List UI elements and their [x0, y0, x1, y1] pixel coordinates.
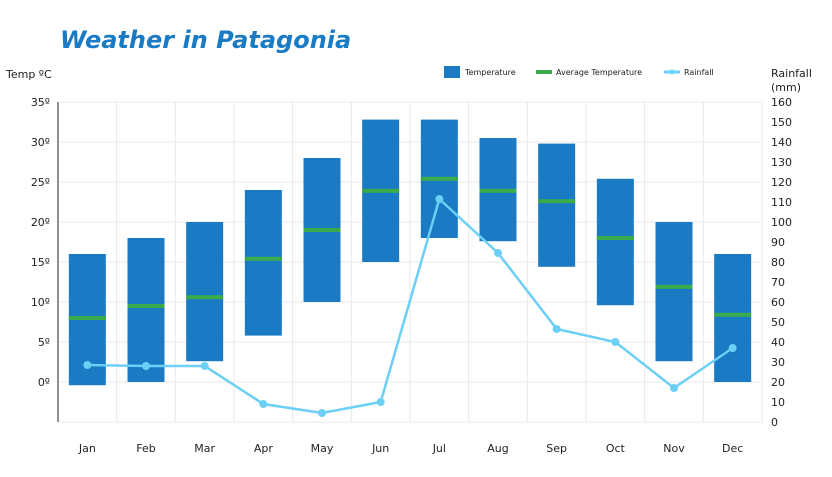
rainfall-point — [494, 249, 502, 257]
month-label: Aug — [487, 442, 508, 455]
right-tick-label: 140 — [771, 136, 792, 149]
right-tick-label: 80 — [771, 256, 785, 269]
right-tick-label: 120 — [771, 176, 792, 189]
average-temperature-mark — [596, 236, 634, 240]
legend-average-swatch — [536, 70, 552, 74]
rainfall-point — [200, 362, 209, 370]
right-tick-label: 160 — [771, 96, 792, 109]
left-tick-label: 5º — [38, 336, 50, 349]
right-tick-label: 110 — [771, 196, 792, 209]
rainfall-point — [259, 400, 268, 408]
month-label: May — [311, 442, 334, 455]
legend-rainfall-label: Rainfall — [684, 68, 714, 77]
average-temperature-mark — [479, 188, 517, 193]
right-axis-label-line2: (mm) — [771, 81, 801, 94]
left-tick-label: 20º — [31, 216, 50, 229]
month-label: Jul — [432, 442, 446, 455]
average-temperature-mark — [127, 304, 165, 308]
temperature-bar — [714, 254, 752, 382]
right-tick-label: 0 — [771, 416, 778, 429]
right-tick-label: 60 — [771, 296, 785, 309]
rainfall-point — [376, 398, 385, 406]
average-temperature-mark — [68, 316, 106, 320]
chart-title: Weather in Patagonia — [60, 26, 351, 54]
month-label: Feb — [136, 442, 155, 455]
average-temperature-mark — [655, 284, 693, 289]
rainfall-point — [728, 344, 737, 352]
right-tick-label: 10 — [771, 396, 785, 409]
average-temperature-mark — [538, 199, 576, 204]
right-tick-label: 150 — [771, 116, 792, 129]
left-tick-label: 0º — [38, 376, 50, 389]
temperature-bar — [655, 222, 693, 362]
legend-temperature-label: Temperature — [464, 68, 516, 77]
rainfall-point — [318, 409, 326, 417]
month-label: Mar — [194, 442, 215, 455]
month-label: Nov — [663, 442, 685, 455]
left-axis-label: Temp ºC — [5, 68, 52, 81]
month-label: Jun — [371, 442, 389, 455]
rainfall-point — [142, 362, 150, 370]
left-tick-label: 25º — [31, 176, 50, 189]
month-label: Sep — [546, 442, 567, 455]
legend-rainfall-marker — [669, 69, 675, 75]
left-tick-label: 10º — [31, 296, 50, 309]
average-temperature-mark — [303, 228, 341, 232]
rainfall-point — [83, 361, 92, 369]
average-temperature-mark — [186, 295, 224, 300]
temperature-bar — [127, 238, 165, 382]
average-temperature-mark — [714, 312, 752, 317]
right-tick-label: 20 — [771, 376, 785, 389]
temperature-bar — [186, 222, 224, 362]
right-tick-label: 130 — [771, 156, 792, 169]
legend-temperature-swatch — [444, 66, 460, 78]
month-label: Jan — [78, 442, 96, 455]
right-axis-label-line1: Rainfall — [771, 67, 812, 80]
left-tick-label: 30º — [31, 136, 50, 149]
legend-average-label: Average Temperature — [556, 68, 642, 77]
average-temperature-mark — [420, 176, 458, 181]
month-label: Apr — [254, 442, 274, 455]
legend: Temperature Average Temperature Rainfall — [444, 66, 714, 78]
right-tick-label: 100 — [771, 216, 792, 229]
temperature-bar — [538, 143, 576, 267]
rainfall-point — [670, 384, 678, 392]
month-label: Dec — [722, 442, 743, 455]
left-tick-label: 15º — [31, 256, 50, 269]
right-tick-label: 40 — [771, 336, 785, 349]
temperature-bar — [244, 190, 282, 336]
right-tick-label: 50 — [771, 316, 785, 329]
average-temperature-mark — [362, 188, 400, 193]
rainfall-point — [611, 338, 620, 346]
month-label: Oct — [606, 442, 626, 455]
right-tick-label: 90 — [771, 236, 785, 249]
left-tick-label: 35º — [31, 96, 50, 109]
average-temperature-mark — [244, 256, 282, 261]
rainfall-point — [552, 325, 561, 333]
temperature-bar — [596, 178, 634, 306]
rainfall-point — [435, 195, 444, 203]
right-tick-label: 30 — [771, 356, 785, 369]
rainfall-line — [87, 196, 734, 415]
right-tick-label: 70 — [771, 276, 785, 289]
